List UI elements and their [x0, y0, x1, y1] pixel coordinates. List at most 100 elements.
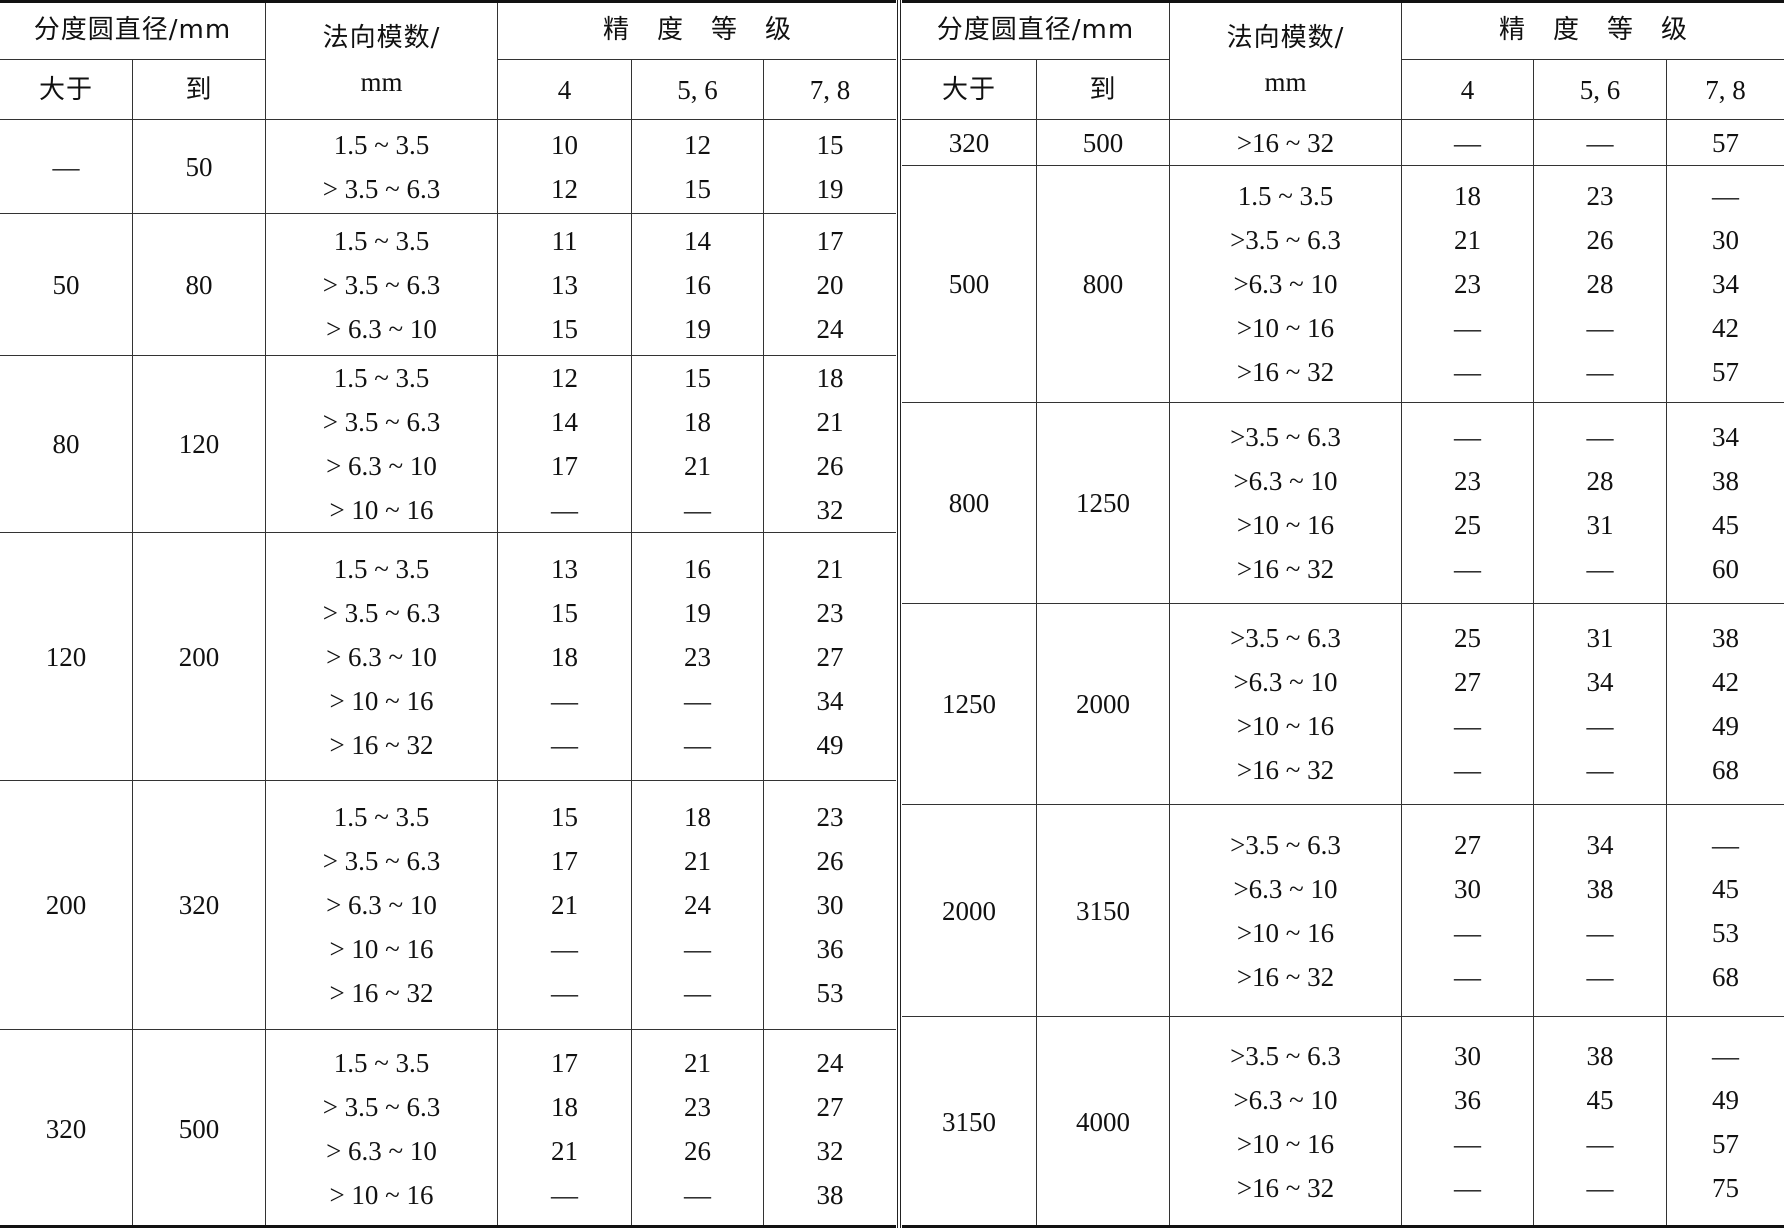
tolerance-grade-5-6: —	[1586, 1129, 1614, 1159]
tolerance-grade-4: 14	[551, 407, 578, 437]
diameter-from-cell: 500	[902, 166, 1037, 403]
tolerance-grade-5-6: —	[1586, 554, 1614, 584]
tolerance-grade-4: 12	[551, 363, 578, 393]
diameter-from: 80	[52, 429, 80, 459]
tolerance-grade-7-8: 42	[1712, 313, 1739, 343]
tolerance-grade-4: 11	[551, 225, 578, 256]
tolerance-grade-5-6: 16	[684, 269, 711, 300]
header-module-unit: mm	[360, 66, 403, 97]
tolerance-grade-5-6: —	[1586, 755, 1614, 785]
diameter-to: 500	[1082, 127, 1124, 158]
tolerance-grade-5-6: —	[684, 1179, 711, 1210]
module-range: >3.5 ~ 6.3	[1230, 1041, 1341, 1071]
tolerance-grade-5-6-cell: 31 34 — —	[1534, 604, 1667, 805]
tolerance-grade-7-8: 24	[816, 1047, 844, 1078]
diameter-to: 2000	[1076, 689, 1130, 719]
tolerance-grade-4: —	[1454, 422, 1481, 452]
tolerance-grade-4-cell: 12 14 17 —	[498, 356, 632, 533]
header-diameter: 分度圆直径/mm	[0, 0, 266, 60]
module-range: > 16 ~ 32	[329, 978, 434, 1008]
tolerance-grade-7-8: 49	[1712, 711, 1739, 741]
tolerance-grade-4: 21	[1454, 225, 1481, 255]
diameter-from: 200	[45, 890, 87, 920]
tolerance-grade-7-8: 53	[1712, 917, 1739, 948]
tolerance-grade-4: 17	[551, 846, 578, 876]
tolerance-grade-5-6-cell: 16 19 23 — —	[632, 533, 764, 781]
diameter-to-cell: 2000	[1037, 604, 1170, 805]
header-module: 法向模数/mm	[1170, 0, 1402, 120]
module-range-cell: 1.5 ~ 3.5 > 3.5 ~ 6.3 > 6.3 ~ 10 > 10 ~ 16 >…	[266, 533, 498, 781]
bottom-rule	[0, 1225, 896, 1228]
tolerance-grade-4: —	[1454, 711, 1481, 741]
tolerance-grade-7-8-cell: — 30 34 42 57	[1667, 166, 1784, 403]
tolerance-grade-7-8: 26	[816, 846, 844, 876]
tolerance-grade-7-8-cell: — 45 53 68	[1667, 805, 1784, 1017]
tolerance-grade-4: —	[551, 685, 578, 716]
tolerance-grade-4-cell: 13 15 18 — —	[498, 533, 632, 781]
header-over-label: 大于	[38, 74, 93, 105]
module-range: >10 ~ 16	[1236, 1129, 1335, 1159]
tolerance-grade-7-8: 32	[816, 495, 844, 525]
tolerance-grade-4: —	[1454, 1129, 1481, 1159]
tolerance-grade-7-8: 30	[1712, 225, 1739, 255]
tolerance-grade-5-6: —	[1586, 127, 1614, 158]
tolerance-grade-4: 18	[1454, 181, 1481, 211]
diameter-to-cell: 800	[1037, 166, 1170, 403]
tolerance-grade-7-8: 42	[1712, 667, 1739, 697]
tolerance-grade-5-6: —	[1586, 917, 1614, 948]
tolerance-grade-4: 30	[1454, 873, 1481, 904]
tolerance-grade-4: 18	[551, 1091, 578, 1122]
header-to-label: 到	[1089, 74, 1117, 105]
tolerance-grade-5-6-cell: 18 21 24 — —	[632, 781, 764, 1030]
tolerance-grade-7-8: 49	[816, 729, 844, 760]
tolerance-grade-4: 17	[551, 451, 578, 481]
module-range-cell: >16 ~ 32	[1170, 120, 1402, 166]
module-range: > 10 ~ 16	[329, 495, 434, 525]
tolerance-grade-4: 15	[551, 802, 578, 832]
tolerance-grade-4: 21	[551, 1135, 578, 1166]
tolerance-grade-5-6: 31	[1586, 510, 1614, 540]
diameter-from-cell: 320	[902, 120, 1037, 166]
diameter-to-cell: 50	[133, 120, 266, 214]
diameter-from: 800	[948, 488, 990, 518]
tolerance-grade-5-6: —	[1586, 357, 1614, 387]
diameter-from-cell: 50	[0, 214, 133, 356]
table-left-half: 分度圆直径/mm 大于 到 法向模数/mm 精度等级 4 5, 6 7, 8 — 50 1.5 ~ …	[0, 0, 896, 1228]
header-module-label: 法向模数/	[322, 22, 441, 53]
tolerance-grade-7-8: 18	[816, 363, 844, 393]
tolerance-grade-7-8: 57	[1712, 357, 1739, 387]
tolerance-grade-4-cell: —	[1402, 120, 1534, 166]
header-grade-col: 7, 8	[1667, 60, 1784, 120]
module-range: >6.3 ~ 10	[1233, 873, 1338, 904]
tolerance-grade-4: 30	[1454, 1041, 1481, 1071]
header-grade-label: 精度等级	[1498, 14, 1715, 45]
tolerance-grade-5-6: 15	[684, 363, 711, 393]
tolerance-grade-5-6: 38	[1586, 873, 1614, 904]
diameter-to: 1250	[1076, 488, 1130, 518]
tolerance-grade-5-6: 34	[1586, 667, 1614, 697]
tolerance-grade-5-6: 26	[1586, 225, 1614, 255]
module-range: 1.5 ~ 3.5	[333, 225, 430, 256]
tolerance-grade-5-6-cell: 23 26 28 — —	[1534, 166, 1667, 403]
tolerance-grade-4: 27	[1454, 829, 1481, 860]
module-range: >10 ~ 16	[1236, 711, 1335, 741]
tolerance-grade-7-8: 23	[816, 802, 844, 832]
grade-col-label: 7, 8	[809, 74, 851, 105]
module-range: >3.5 ~ 6.3	[1230, 623, 1341, 653]
tolerance-grade-4-cell: 18 21 23 — —	[1402, 166, 1534, 403]
diameter-from: 50	[52, 269, 80, 300]
tolerance-grade-7-8: 23	[816, 597, 844, 628]
module-range-cell: 1.5 ~ 3.5 > 3.5 ~ 6.3 > 6.3 ~ 10 > 10 ~ 16	[266, 1030, 498, 1228]
diameter-to: 120	[178, 429, 220, 459]
tolerance-grade-5-6: —	[1586, 711, 1614, 741]
tolerance-grade-4-cell: 27 30 — —	[1402, 805, 1534, 1017]
header-module-unit: mm	[1264, 66, 1307, 97]
double-divider-line	[897, 0, 898, 1228]
module-range: > 10 ~ 16	[329, 685, 434, 716]
module-range: > 10 ~ 16	[329, 934, 434, 964]
tolerance-grade-5-6: 14	[684, 225, 711, 256]
module-range: 1.5 ~ 3.5	[333, 802, 430, 832]
tolerance-grade-7-8-cell: 21 23 27 34 49	[764, 533, 896, 781]
module-range: > 6.3 ~ 10	[326, 1135, 437, 1166]
diameter-to-cell: 4000	[1037, 1017, 1170, 1228]
